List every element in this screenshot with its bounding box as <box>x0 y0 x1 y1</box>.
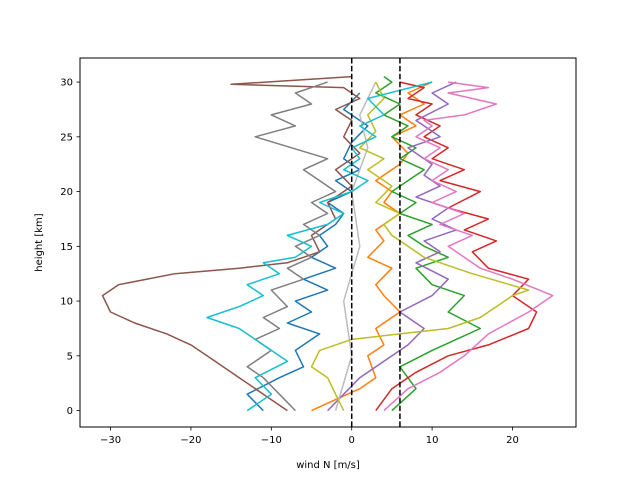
series-line-10 <box>310 81 530 411</box>
series-line-9 <box>334 81 377 411</box>
series-line-3 <box>375 75 482 412</box>
y-tick-label: 30 <box>60 78 73 89</box>
y-tick-label: 5 <box>67 351 73 362</box>
series-layer <box>101 75 554 412</box>
x-tick-label: −20 <box>180 435 201 446</box>
x-axis-ticks: −30 −20 −10 0 10 20 <box>100 427 519 446</box>
plot-frame <box>79 57 577 428</box>
series-line-4 <box>375 81 538 412</box>
y-axis-label: height [km] <box>34 213 45 271</box>
x-tick-label: 10 <box>426 435 439 446</box>
y-tick-label: 20 <box>60 187 73 198</box>
y-tick-label: 15 <box>60 242 73 253</box>
series-line-6 <box>101 75 361 412</box>
y-tick-label: 25 <box>60 132 73 143</box>
x-tick-label: −30 <box>100 435 121 446</box>
x-axis-label: wind N [m/s] <box>296 460 360 471</box>
y-tick-label: 0 <box>67 406 73 417</box>
series-line-2 <box>311 81 433 412</box>
series-line-7 <box>383 81 554 412</box>
x-tick-label: 0 <box>349 435 355 446</box>
x-tick-label: 20 <box>506 435 519 446</box>
x-tick-label: −10 <box>261 435 282 446</box>
series-line-11 <box>206 81 433 412</box>
reference-lines <box>350 58 401 427</box>
y-axis-ticks: 0 5 10 15 20 25 30 <box>60 78 80 417</box>
y-tick-label: 10 <box>60 297 73 308</box>
